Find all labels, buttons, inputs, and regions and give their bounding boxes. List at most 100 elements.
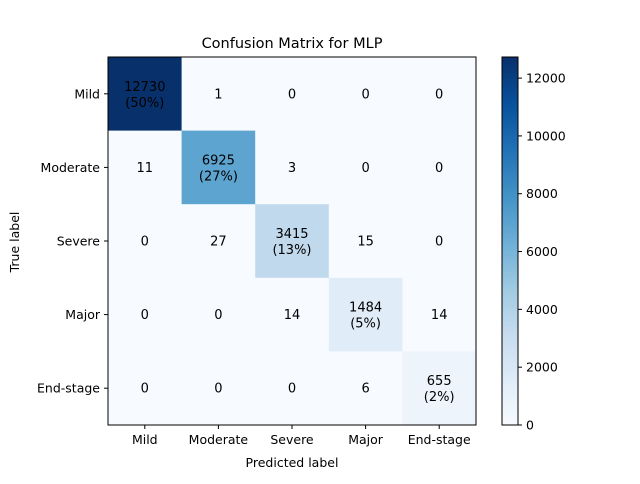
- colorbar-segment: [502, 164, 518, 168]
- colorbar-segment: [502, 253, 518, 257]
- cell-value-label: 27: [210, 235, 227, 250]
- colorbar-segment: [502, 314, 518, 319]
- colorbar-segment: [502, 213, 518, 218]
- colorbar-segment: [502, 385, 518, 389]
- colorbar-segment: [502, 188, 518, 193]
- cell-value-label: 0: [361, 161, 369, 176]
- heatmap-cell: [328, 130, 403, 205]
- cell-value-label: 6925: [202, 153, 235, 168]
- cell-percent-label: (2%): [424, 390, 455, 405]
- colorbar-segment: [502, 329, 518, 334]
- colorbar-segment: [502, 348, 518, 352]
- colorbar-segment: [502, 271, 518, 276]
- heatmap-cell: [402, 130, 477, 205]
- colorbar-segment: [502, 185, 518, 190]
- colorbar-tick-label: 6000: [526, 244, 558, 259]
- colorbar-segment: [502, 142, 518, 147]
- y-tick-label: Severe: [57, 234, 101, 249]
- y-axis-label: True label: [7, 212, 22, 274]
- cell-value-label: 655: [427, 374, 452, 389]
- cell-value-label: 0: [361, 87, 369, 102]
- colorbar-segment: [502, 302, 518, 306]
- cell-value-label: 6: [361, 382, 369, 397]
- cell-value-label: 0: [214, 382, 222, 397]
- colorbar-segment: [502, 406, 518, 411]
- colorbar-segment: [502, 121, 518, 126]
- colorbar-segment: [502, 60, 518, 64]
- colorbar-segment: [502, 369, 518, 374]
- colorbar-segment: [502, 96, 518, 101]
- colorbar-segment: [502, 290, 518, 294]
- heatmap-cell: [328, 277, 403, 352]
- cell-percent-label: (50%): [125, 96, 164, 111]
- colorbar-segment: [502, 299, 518, 303]
- colorbar-segment: [502, 167, 518, 172]
- colorbar: 0 2000 4000 6000 8000 10000 12000: [501, 56, 566, 433]
- heatmap-cell: [108, 130, 183, 205]
- colorbar-segment: [502, 228, 518, 233]
- colorbar-segment: [502, 130, 518, 135]
- colorbar-segment: [502, 222, 518, 227]
- heatmap-cell: [328, 204, 403, 279]
- colorbar-tick-label: 8000: [526, 186, 558, 201]
- colorbar-segment: [502, 241, 518, 245]
- colorbar-segment: [502, 72, 518, 76]
- cell-value-label: 1484: [349, 301, 382, 316]
- colorbar-segment: [502, 99, 518, 104]
- colorbar-segment: [502, 66, 518, 70]
- y-tick-label: End-stage: [37, 381, 100, 396]
- colorbar-segment: [502, 81, 518, 86]
- heatmap-cell: [255, 130, 330, 205]
- colorbar-segment: [502, 75, 518, 80]
- cell-percent-label: (13%): [272, 243, 311, 258]
- colorbar-segment: [502, 179, 518, 184]
- colorbar-segment: [502, 262, 518, 267]
- colorbar-segment: [502, 149, 518, 153]
- x-tick-label: End-stage: [408, 432, 471, 447]
- cell-value-label: 3415: [275, 227, 308, 242]
- colorbar-segment: [502, 326, 518, 331]
- colorbar-segment: [502, 155, 518, 159]
- x-tick-label: Major: [348, 432, 384, 447]
- colorbar-segment: [502, 78, 518, 83]
- colorbar-segment: [502, 311, 518, 316]
- heatmap-cell: [402, 351, 477, 426]
- colorbar-segment: [502, 161, 518, 165]
- colorbar-segment: [502, 152, 518, 156]
- colorbar-segment: [502, 372, 518, 377]
- cell-value-label: 0: [214, 308, 222, 323]
- colorbar-segment: [502, 339, 518, 343]
- colorbar-segment: [502, 176, 518, 181]
- heatmap-cell: [181, 351, 256, 426]
- y-tick-label: Moderate: [41, 160, 101, 175]
- colorbar-segment: [502, 207, 518, 211]
- cell-percent-label: (27%): [199, 169, 238, 184]
- colorbar-segment: [502, 351, 518, 356]
- colorbar-segment: [502, 191, 518, 196]
- colorbar-segment: [502, 127, 518, 132]
- colorbar-segment: [502, 90, 518, 95]
- chart-title: Confusion Matrix for MLP: [202, 36, 383, 52]
- heatmap-cell: [181, 130, 256, 205]
- colorbar-segment: [502, 231, 518, 236]
- cell-value-label: 14: [431, 308, 448, 323]
- colorbar-segment: [502, 173, 518, 178]
- colorbar-segment: [502, 354, 518, 359]
- heatmap-cell: [181, 277, 256, 352]
- colorbar-tick-label: 4000: [526, 302, 558, 317]
- colorbar-segment: [502, 133, 518, 138]
- heatmap-cell: [328, 57, 403, 132]
- colorbar-segment: [502, 363, 518, 368]
- colorbar-segment: [502, 112, 518, 116]
- cell-value-label: 0: [435, 235, 443, 250]
- colorbar-segment: [502, 323, 518, 328]
- colorbar-segment: [502, 219, 518, 224]
- colorbar-segment: [502, 201, 518, 205]
- colorbar-segment: [502, 357, 518, 362]
- colorbar-segment: [502, 320, 518, 325]
- colorbar-segment: [502, 216, 518, 221]
- colorbar-segment: [502, 139, 518, 144]
- colorbar-segment: [502, 259, 518, 264]
- colorbar-segment: [502, 244, 518, 248]
